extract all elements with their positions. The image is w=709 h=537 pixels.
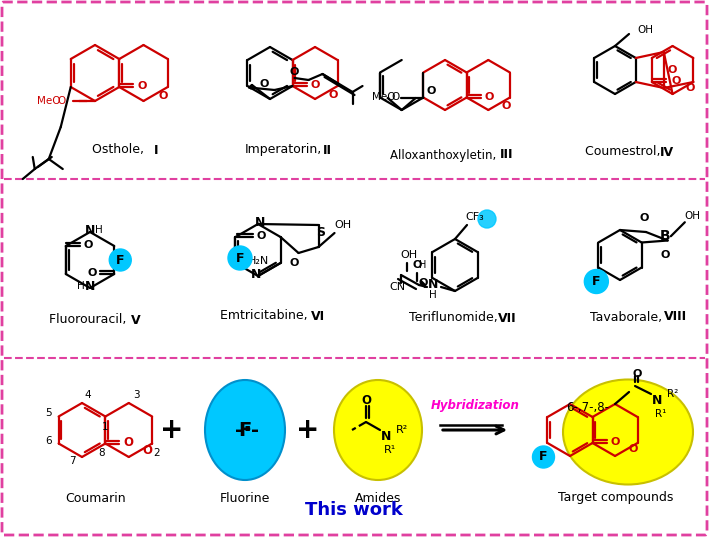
- Circle shape: [532, 446, 554, 468]
- Text: H: H: [419, 260, 427, 270]
- Text: O: O: [632, 369, 642, 379]
- Text: +: +: [160, 416, 184, 444]
- Text: O: O: [259, 79, 269, 89]
- Text: N: N: [251, 267, 261, 280]
- Text: Target compounds: Target compounds: [558, 491, 674, 504]
- Text: O: O: [686, 83, 695, 93]
- Text: Imperatorin,: Imperatorin,: [245, 143, 322, 156]
- Text: Fluorouracil,: Fluorouracil,: [50, 314, 130, 326]
- Text: O: O: [611, 437, 620, 447]
- Text: OH: OH: [401, 250, 418, 260]
- Circle shape: [584, 270, 608, 294]
- Text: O: O: [418, 278, 428, 288]
- Text: Teriflunomide,: Teriflunomide,: [408, 311, 501, 324]
- Text: VI: VI: [311, 309, 325, 323]
- Text: O: O: [123, 436, 133, 449]
- Text: F: F: [236, 251, 244, 265]
- Text: O: O: [311, 80, 320, 90]
- Text: H: H: [429, 290, 437, 300]
- Text: OH: OH: [685, 211, 700, 221]
- Text: 6: 6: [45, 437, 52, 446]
- Text: O: O: [640, 213, 649, 223]
- Text: +: +: [296, 416, 320, 444]
- Text: Hybridization: Hybridization: [430, 400, 520, 412]
- Text: O: O: [391, 92, 399, 103]
- Text: I: I: [154, 143, 158, 156]
- Text: 4: 4: [84, 390, 91, 400]
- Text: V: V: [131, 314, 141, 326]
- Circle shape: [478, 210, 496, 228]
- Ellipse shape: [563, 380, 693, 484]
- Circle shape: [228, 246, 252, 270]
- Text: R²: R²: [396, 425, 408, 435]
- Text: O: O: [501, 101, 510, 111]
- Text: O: O: [427, 86, 436, 97]
- Text: O: O: [159, 91, 168, 101]
- Text: O: O: [328, 90, 338, 99]
- Text: O: O: [485, 91, 494, 101]
- Text: O: O: [83, 240, 92, 250]
- Text: B: B: [659, 229, 670, 243]
- Text: R¹: R¹: [655, 409, 666, 419]
- Text: O: O: [290, 258, 299, 268]
- Text: Fluorine: Fluorine: [220, 491, 270, 504]
- Text: 7: 7: [69, 456, 75, 466]
- Text: 6-,7-,8-: 6-,7-,8-: [566, 402, 610, 415]
- Text: -: -: [235, 420, 243, 439]
- Text: O: O: [629, 445, 638, 454]
- Text: O: O: [57, 96, 65, 106]
- Text: ·: ·: [242, 418, 252, 442]
- Text: N: N: [428, 279, 438, 292]
- Text: N: N: [85, 223, 95, 236]
- Text: VII: VII: [498, 311, 516, 324]
- Text: Coumestrol,: Coumestrol,: [585, 146, 665, 158]
- Text: N: N: [255, 215, 265, 229]
- Text: CN: CN: [389, 282, 405, 292]
- Text: O: O: [143, 444, 152, 457]
- Text: III: III: [501, 149, 514, 162]
- Text: OH: OH: [637, 25, 653, 35]
- Text: O: O: [290, 67, 299, 77]
- Text: F: F: [540, 451, 548, 463]
- Text: 2: 2: [153, 448, 160, 459]
- Text: OH: OH: [334, 220, 351, 230]
- Circle shape: [109, 249, 131, 271]
- Text: R¹: R¹: [384, 445, 396, 455]
- Text: O: O: [87, 268, 97, 278]
- Text: O: O: [667, 65, 676, 75]
- Text: Coumarin: Coumarin: [66, 491, 126, 504]
- Text: H: H: [95, 225, 103, 235]
- Text: O: O: [671, 76, 681, 86]
- Text: H₂N: H₂N: [248, 256, 269, 266]
- Text: Tavaborale,: Tavaborale,: [590, 310, 666, 323]
- Text: H: H: [77, 281, 85, 291]
- Text: F: F: [238, 420, 252, 439]
- Text: F: F: [592, 275, 601, 288]
- Text: Alloxanthoxyletin,: Alloxanthoxyletin,: [390, 149, 500, 162]
- Text: This work: This work: [305, 501, 403, 519]
- Text: O: O: [138, 81, 147, 91]
- Text: R²: R²: [667, 389, 679, 399]
- Text: Amides: Amides: [354, 491, 401, 504]
- Text: S: S: [316, 227, 325, 240]
- Text: CF₃: CF₃: [466, 212, 484, 222]
- Text: VIII: VIII: [664, 310, 686, 323]
- Text: 3: 3: [133, 390, 140, 400]
- Text: N: N: [85, 279, 95, 293]
- Text: -: -: [251, 420, 259, 439]
- Ellipse shape: [205, 380, 285, 480]
- Text: IV: IV: [660, 146, 674, 158]
- Text: Osthole,: Osthole,: [92, 143, 148, 156]
- Text: 1: 1: [102, 422, 108, 432]
- Text: O: O: [361, 394, 371, 407]
- Text: O: O: [661, 250, 670, 259]
- Text: 8: 8: [98, 448, 105, 459]
- Text: II: II: [323, 143, 332, 156]
- Text: F: F: [116, 253, 125, 266]
- Text: MeO: MeO: [38, 96, 61, 106]
- Text: N: N: [652, 394, 662, 407]
- Text: O: O: [257, 231, 266, 241]
- Text: MeO: MeO: [372, 92, 395, 103]
- Text: 5: 5: [45, 408, 52, 417]
